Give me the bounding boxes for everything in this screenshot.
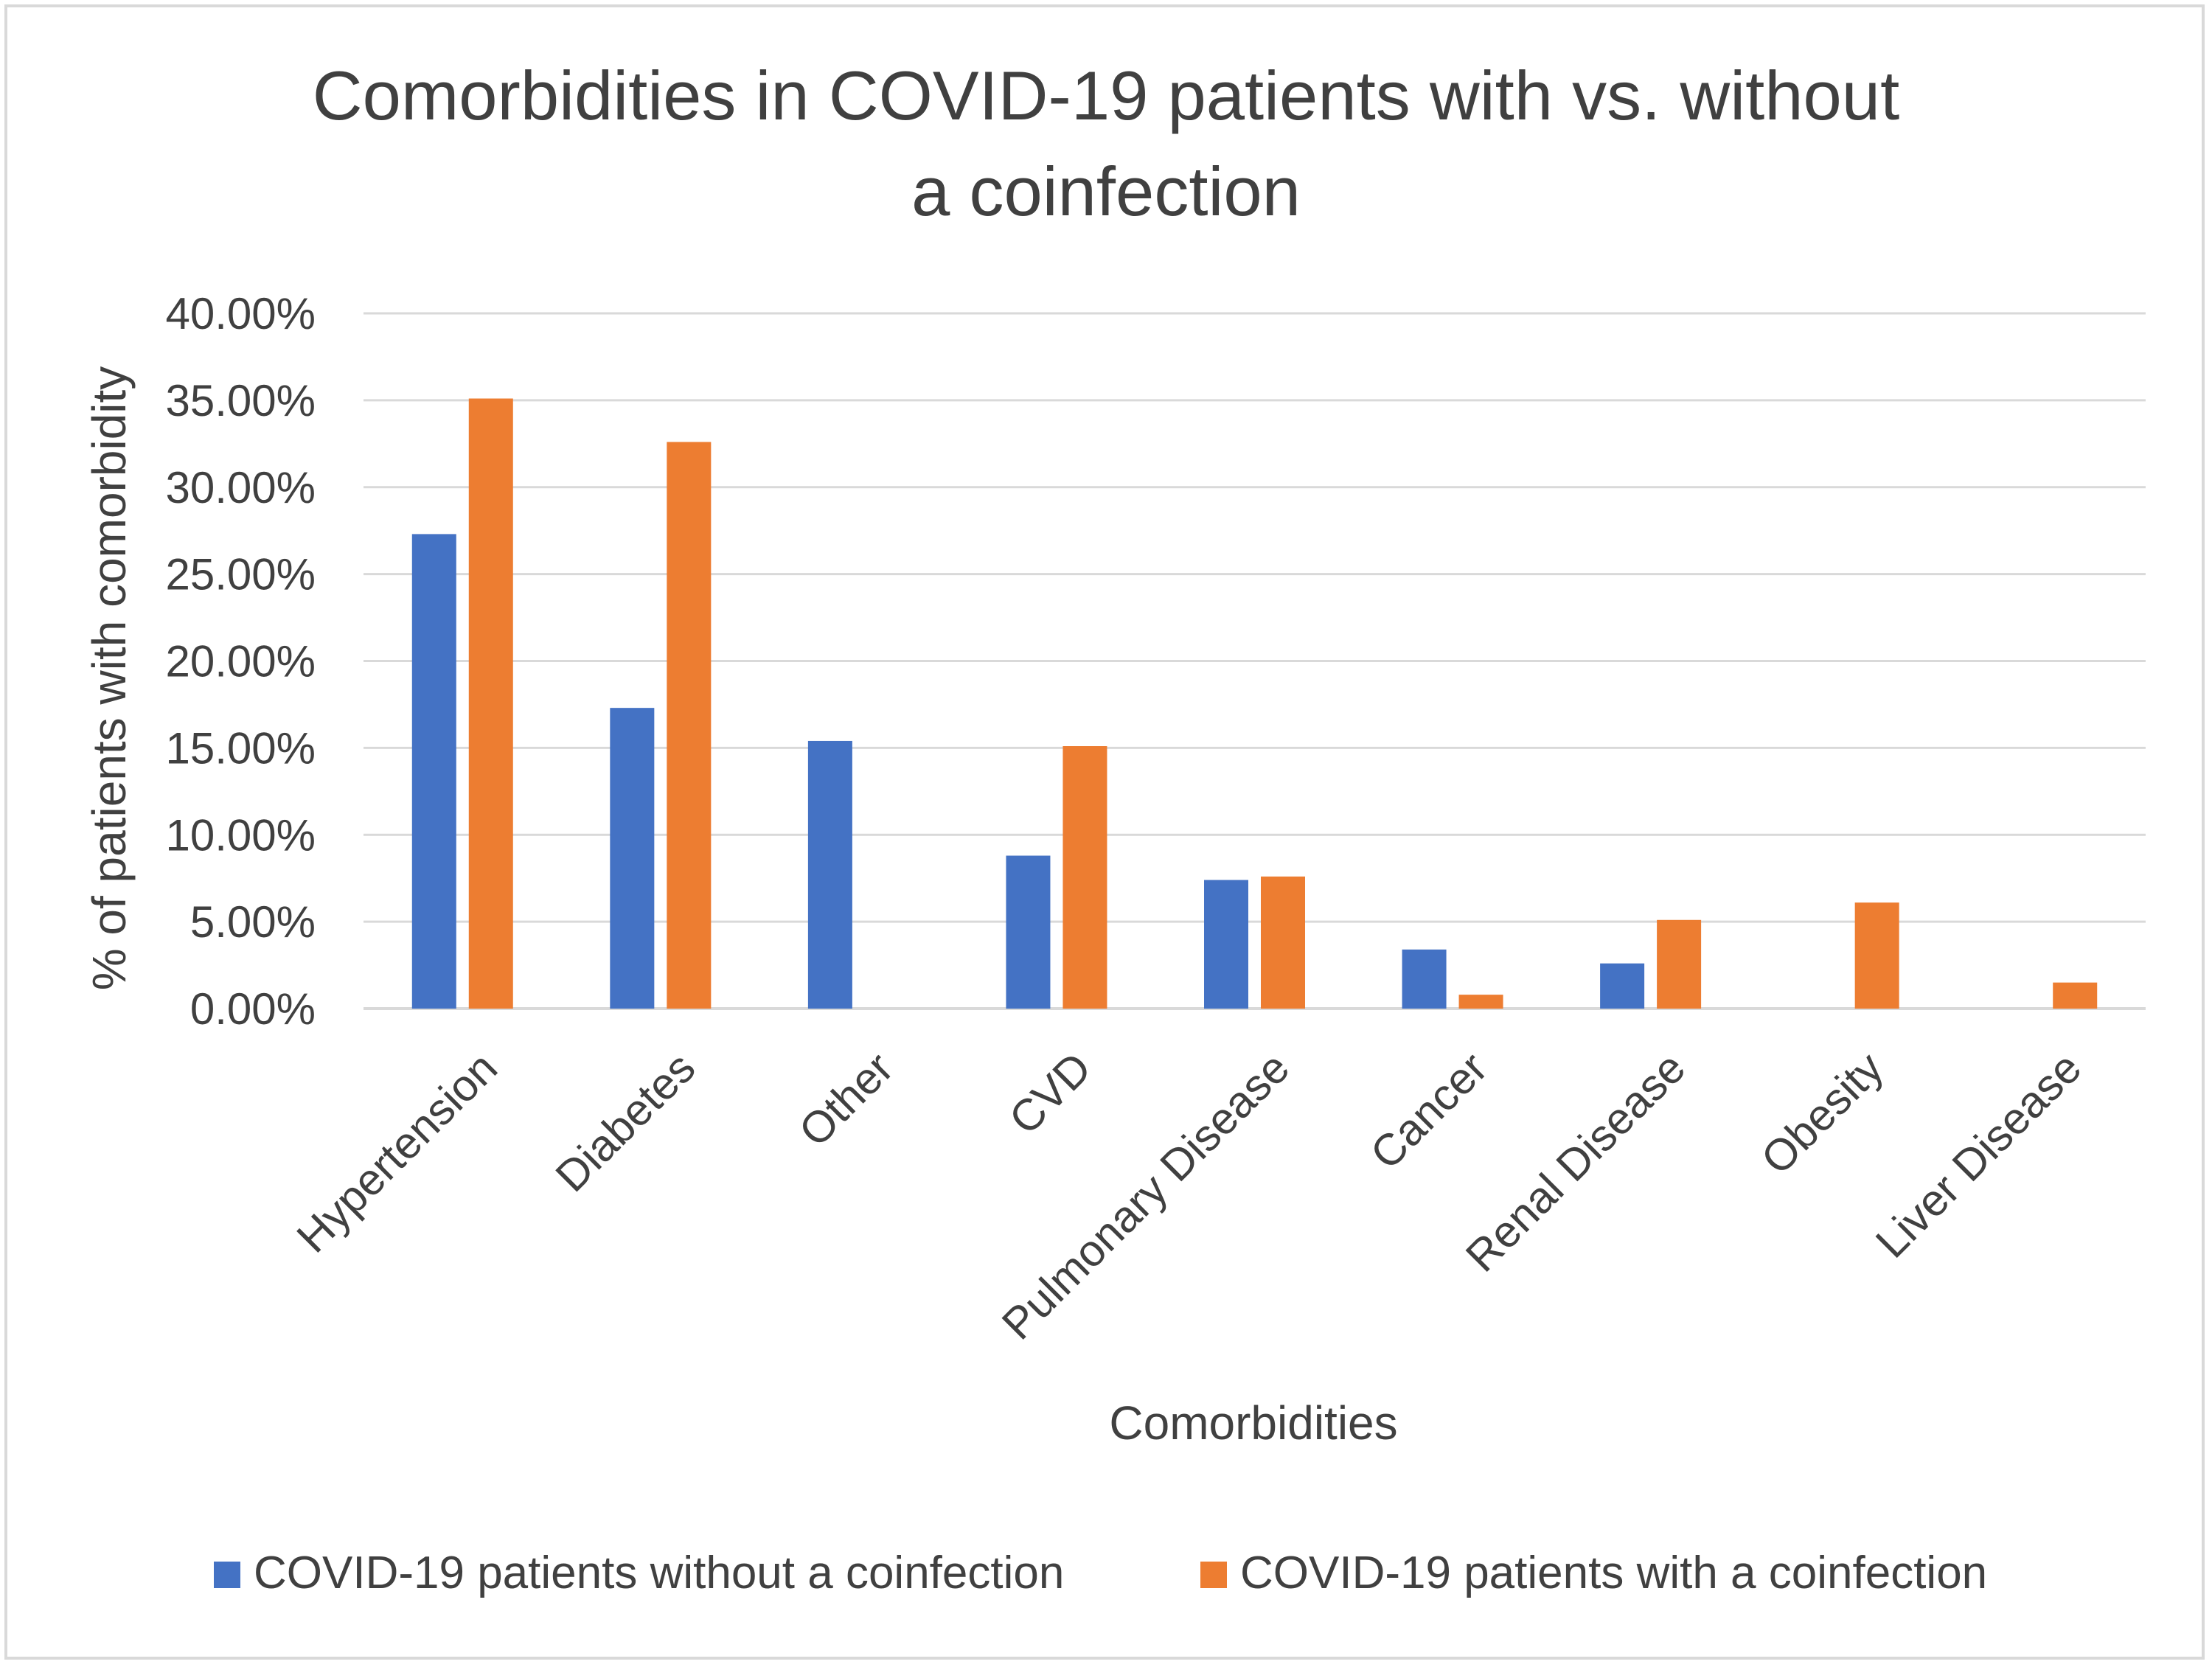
- bar-with-coinfection-cvd: [1062, 746, 1107, 1009]
- x-axis-label: Comorbidities: [1109, 1396, 1397, 1450]
- bar-without-coinfection-cvd: [1006, 855, 1051, 1009]
- x-tick-label: Cancer: [1361, 1043, 1497, 1178]
- bar-with-coinfection-pulmonary-disease: [1261, 876, 1305, 1009]
- y-axis-ticks: 0.00% 5.00% 10.00% 15.00% 20.00% 25.00% 30.00%…: [166, 289, 316, 1034]
- bar-with-coinfection-cancer: [1458, 995, 1503, 1009]
- y-tick-label: 20.00%: [166, 637, 316, 686]
- legend-swatch-without: [214, 1562, 240, 1588]
- x-tick-label: Obesity: [1752, 1043, 1893, 1183]
- x-tick-label: Other: [790, 1043, 902, 1155]
- y-tick-label: 0.00%: [190, 984, 316, 1034]
- legend-swatch-with: [1200, 1562, 1227, 1588]
- y-tick-label: 35.00%: [166, 376, 316, 425]
- y-axis-label: % of patients with comorbidity: [83, 366, 136, 991]
- x-tick-label: Diabetes: [546, 1043, 705, 1201]
- y-tick-label: 5.00%: [190, 897, 316, 947]
- bar-with-coinfection-renal-disease: [1657, 919, 1702, 1009]
- bar-without-coinfection-diabetes: [610, 708, 655, 1009]
- bar-without-coinfection-other: [807, 740, 852, 1009]
- y-tick-label: 30.00%: [166, 463, 316, 512]
- bars: [411, 398, 2098, 1009]
- x-tick-label: Hypertension: [288, 1043, 507, 1261]
- x-tick-label: CVD: [1000, 1043, 1101, 1144]
- x-tick-label: Liver Disease: [1866, 1043, 2090, 1267]
- y-tick-label: 40.00%: [166, 289, 316, 338]
- legend: COVID-19 patients without a coinfection …: [214, 1548, 1987, 1598]
- bar-with-coinfection-liver-disease: [2053, 982, 2098, 1009]
- chart-title-line-2: a coinfection: [911, 153, 1301, 230]
- gridlines: [364, 312, 2146, 1010]
- bar-without-coinfection-pulmonary-disease: [1204, 880, 1248, 1009]
- bar-without-coinfection-renal-disease: [1600, 963, 1645, 1009]
- bar-without-coinfection-cancer: [1402, 949, 1447, 1009]
- legend-label-with: COVID-19 patients with a coinfection: [1240, 1548, 1987, 1598]
- bar-without-coinfection-hypertension: [411, 534, 456, 1009]
- bar-with-coinfection-hypertension: [468, 398, 513, 1009]
- y-tick-label: 25.00%: [166, 550, 316, 599]
- legend-label-without: COVID-19 patients without a coinfection: [254, 1548, 1064, 1598]
- y-tick-label: 10.00%: [166, 810, 316, 860]
- chart-title-line-1: Comorbidities in COVID-19 patients with …: [313, 57, 1899, 134]
- bar-with-coinfection-obesity: [1854, 902, 1899, 1009]
- y-tick-label: 15.00%: [166, 723, 316, 773]
- bar-with-coinfection-diabetes: [667, 442, 712, 1009]
